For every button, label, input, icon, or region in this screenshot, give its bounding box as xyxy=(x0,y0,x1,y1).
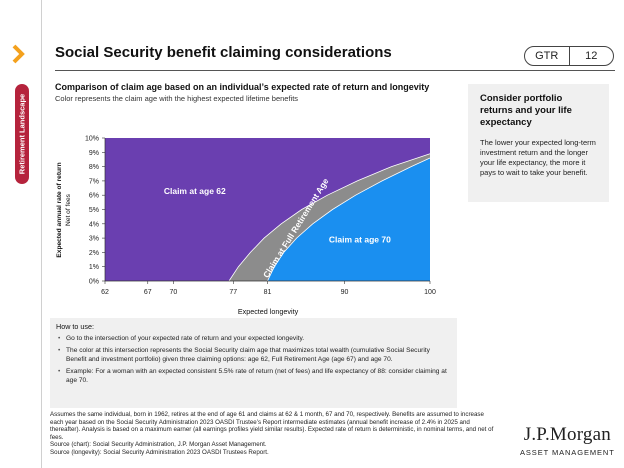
page-number: 12 xyxy=(585,50,598,62)
x-tick-label: 100 xyxy=(424,289,436,296)
y-tick-label: 5% xyxy=(89,207,99,214)
y-tick-label: 3% xyxy=(89,236,99,243)
list-item: Go to the intersection of your expected … xyxy=(56,335,451,344)
jpmorgan-logo: J.P.Morgan ASSET MANAGEMENT xyxy=(520,424,615,457)
region-claim-70 xyxy=(267,158,430,281)
y-tick-label: 2% xyxy=(89,250,99,257)
x-tick-label: 77 xyxy=(229,289,237,296)
boundary-line-fra-70 xyxy=(267,157,431,282)
claiming-chart: 0% 1% 2% 3% 4% 5% 6% 7% 8% 9% 10% 62 67 70 77 81 90 100 Cl… xyxy=(56,136,436,317)
section-tab[interactable]: Retirement Landscape xyxy=(15,84,29,184)
how-to-title: How to use: xyxy=(56,322,94,331)
callout-heading: Consider portfolio returns and your life… xyxy=(480,93,572,128)
x-tick-label: 70 xyxy=(170,289,178,296)
list-item: The color at this intersection represent… xyxy=(56,347,451,364)
page-title: Social Security benefit claiming conside… xyxy=(55,44,392,61)
page-badge: GTR 12 xyxy=(524,46,614,66)
y-tick-label: 6% xyxy=(89,193,99,200)
y-tick-label: 1% xyxy=(89,264,99,271)
sidebar: Retirement Landscape xyxy=(0,0,42,468)
y-tick-label: 0% xyxy=(89,279,99,286)
y-axis-label: Expected annual rate of return xyxy=(56,162,63,257)
region-label-claim-62: Claim at age 62 xyxy=(164,186,226,196)
x-tick-label: 90 xyxy=(341,289,349,296)
footnotes: Assumes the same individual, born in 196… xyxy=(50,411,495,457)
y-tick-label: 10% xyxy=(85,136,99,143)
region-label-claim-70: Claim at age 70 xyxy=(329,234,391,244)
region-claim-fra xyxy=(229,153,430,281)
x-axis-label: Expected longevity xyxy=(238,307,299,316)
title-divider xyxy=(55,70,615,71)
badge-label: GTR xyxy=(535,50,559,62)
chevron-right-icon[interactable] xyxy=(11,44,31,64)
insight-callout: Consider portfolio returns and your life… xyxy=(468,84,609,202)
callout-body: The lower your expected long-term invest… xyxy=(480,138,596,177)
y-axis-sublabel: Net of fees xyxy=(65,193,72,226)
y-tick-label: 7% xyxy=(89,178,99,185)
y-tick-label: 9% xyxy=(89,150,99,157)
boundary-line-62-fra xyxy=(228,153,431,282)
badge-divider xyxy=(568,46,570,66)
y-tick-label: 8% xyxy=(89,164,99,171)
y-tick-label: 4% xyxy=(89,221,99,228)
x-tick-label: 67 xyxy=(144,289,152,296)
logo-wordmark: J.P.Morgan xyxy=(523,424,611,445)
x-tick-label: 81 xyxy=(264,289,272,296)
footnote-assumptions: Assumes the same individual, born in 196… xyxy=(50,411,494,441)
footnote-source-longevity: Source (longevity): Social Security Admi… xyxy=(50,448,269,456)
section-tab-label: Retirement Landscape xyxy=(17,93,27,175)
region-claim-62 xyxy=(105,138,430,281)
plot-area: 0% 1% 2% 3% 4% 5% 6% 7% 8% 9% 10% 62 67 70 77 81 90 100 Cl… xyxy=(85,136,436,297)
footnote-source-chart: Source (chart): Social Security Administ… xyxy=(50,441,267,449)
list-item: Example: For a woman with an expected co… xyxy=(56,368,451,385)
how-to-list: Go to the intersection of your expected … xyxy=(56,335,451,385)
chart-subtitle: Color represents the claim age with the … xyxy=(55,94,299,103)
logo-subtitle: ASSET MANAGEMENT xyxy=(520,448,615,457)
x-tick-label: 62 xyxy=(101,289,109,296)
chart-title: Comparison of claim age based on an indi… xyxy=(55,82,430,92)
how-to-box: How to use: Go to the intersection of yo… xyxy=(50,318,457,408)
